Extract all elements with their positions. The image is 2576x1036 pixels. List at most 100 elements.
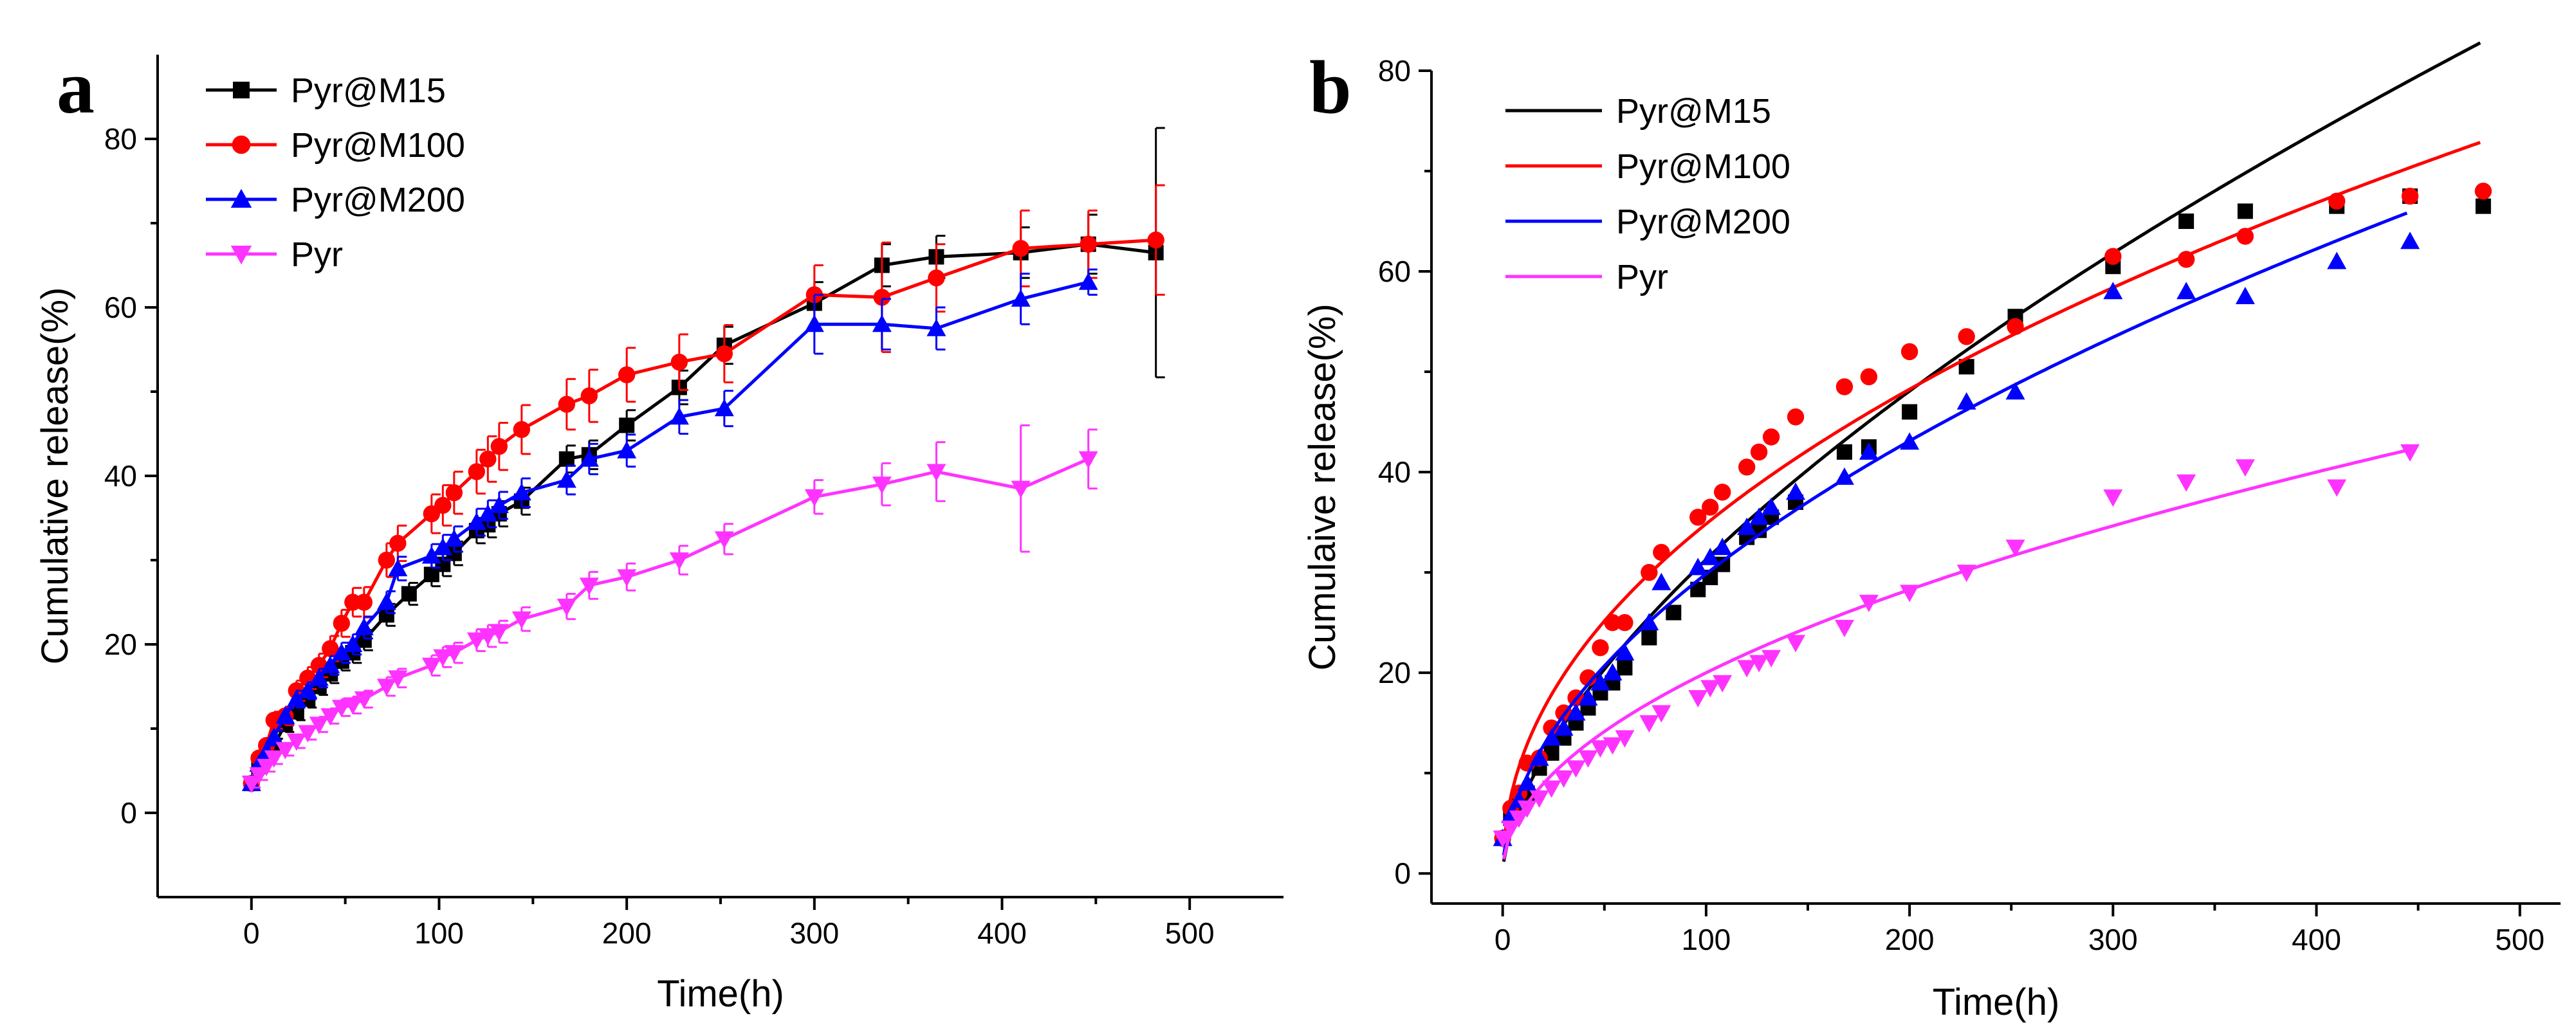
legend-label: Pyr@M200 xyxy=(1616,203,1790,241)
data-point xyxy=(1956,392,1976,410)
data-point xyxy=(1653,543,1670,561)
data-point xyxy=(320,655,340,673)
data-point xyxy=(2005,540,2025,558)
data-point xyxy=(1688,690,1708,708)
series-Pyr@M200 xyxy=(1493,211,2420,856)
data-point xyxy=(2400,232,2420,250)
data-point xyxy=(714,399,734,417)
data-point xyxy=(2400,444,2420,462)
legend-marker xyxy=(230,246,252,265)
data-point xyxy=(2178,214,2194,230)
panel-letter: b xyxy=(1309,45,1352,129)
series-Pyr@M100 xyxy=(243,184,1165,792)
x-tick-label: 100 xyxy=(1682,923,1731,956)
data-point xyxy=(264,727,284,745)
data-point xyxy=(1834,467,1854,485)
x-tick-label: 100 xyxy=(414,916,464,950)
data-point xyxy=(2236,228,2254,245)
x-tick-label: 200 xyxy=(1885,923,1935,956)
data-point xyxy=(2103,282,2123,300)
data-point xyxy=(511,483,531,501)
data-point xyxy=(433,538,453,556)
data-point xyxy=(617,441,637,459)
data-point xyxy=(343,635,363,652)
y-axis-label: Cumulative release(%) xyxy=(34,287,76,665)
data-point xyxy=(1554,770,1574,788)
data-point xyxy=(286,733,306,751)
data-point xyxy=(1517,773,1537,791)
data-point xyxy=(804,489,824,507)
data-point xyxy=(1493,830,1513,848)
series-Pyr@M200 xyxy=(241,268,1098,792)
data-point xyxy=(421,546,441,564)
data-point xyxy=(309,668,329,686)
fit-curve xyxy=(1502,41,2481,862)
data-point xyxy=(1860,368,1878,386)
data-point xyxy=(2327,251,2347,269)
data-point xyxy=(241,776,261,794)
data-point xyxy=(1590,740,1610,758)
data-point xyxy=(444,529,464,547)
data-point xyxy=(1615,730,1635,748)
legend-label: Pyr@M15 xyxy=(291,71,446,110)
data-point xyxy=(1900,585,1920,603)
data-point xyxy=(331,643,351,661)
data-point xyxy=(355,594,373,611)
data-point xyxy=(320,708,340,726)
data-point xyxy=(1578,750,1598,768)
data-point xyxy=(1641,563,1658,581)
data-point xyxy=(1566,703,1586,721)
x-tick-label: 500 xyxy=(2495,923,2544,956)
data-point xyxy=(1762,428,1780,446)
data-point xyxy=(1713,538,1733,556)
data-point xyxy=(286,689,306,707)
data-point xyxy=(558,451,575,467)
data-point xyxy=(401,586,417,602)
data-point xyxy=(1666,604,1682,621)
fit-curve xyxy=(1502,448,2407,860)
data-point xyxy=(1713,484,1731,501)
data-point xyxy=(928,269,945,287)
data-point xyxy=(558,395,576,413)
data-point xyxy=(1902,404,1918,420)
data-point xyxy=(1078,272,1098,290)
y-tick-label: 40 xyxy=(104,459,137,493)
data-point xyxy=(389,534,407,552)
data-point xyxy=(376,678,396,696)
data-point xyxy=(1786,482,1806,500)
data-point xyxy=(2007,318,2024,336)
data-point xyxy=(434,496,452,514)
x-axis-label: Time(h) xyxy=(1933,981,2060,1023)
data-point xyxy=(1592,639,1609,657)
data-point xyxy=(557,599,576,617)
data-point xyxy=(2235,287,2255,305)
data-point xyxy=(1702,498,1719,516)
data-point xyxy=(1517,800,1537,818)
x-tick-label: 300 xyxy=(789,916,839,950)
data-point xyxy=(1737,660,1757,678)
data-point xyxy=(1617,660,1633,676)
data-point xyxy=(479,450,497,468)
data-point xyxy=(466,632,486,650)
data-point xyxy=(489,495,509,513)
data-point xyxy=(1762,497,1781,515)
data-point xyxy=(249,767,269,785)
data-point xyxy=(2401,187,2419,205)
data-point xyxy=(1787,408,1805,426)
data-point xyxy=(466,513,486,531)
data-point xyxy=(309,716,329,734)
data-point xyxy=(1615,642,1635,660)
y-tick-label: 20 xyxy=(104,628,137,661)
data-point xyxy=(275,741,295,759)
legend-label: Pyr@M15 xyxy=(1616,92,1771,131)
data-point xyxy=(1958,328,1975,345)
data-point xyxy=(333,615,351,632)
data-point xyxy=(1956,565,1976,583)
data-point xyxy=(715,345,733,363)
chart-panel-b: b 0 100 200 300 400 500 0 20 40 60 80 Time(h) Cumulai… xyxy=(1302,41,2561,1023)
data-point xyxy=(1541,728,1561,746)
series-Pyr xyxy=(1493,444,2420,860)
data-point xyxy=(579,577,599,595)
data-point xyxy=(490,437,508,455)
